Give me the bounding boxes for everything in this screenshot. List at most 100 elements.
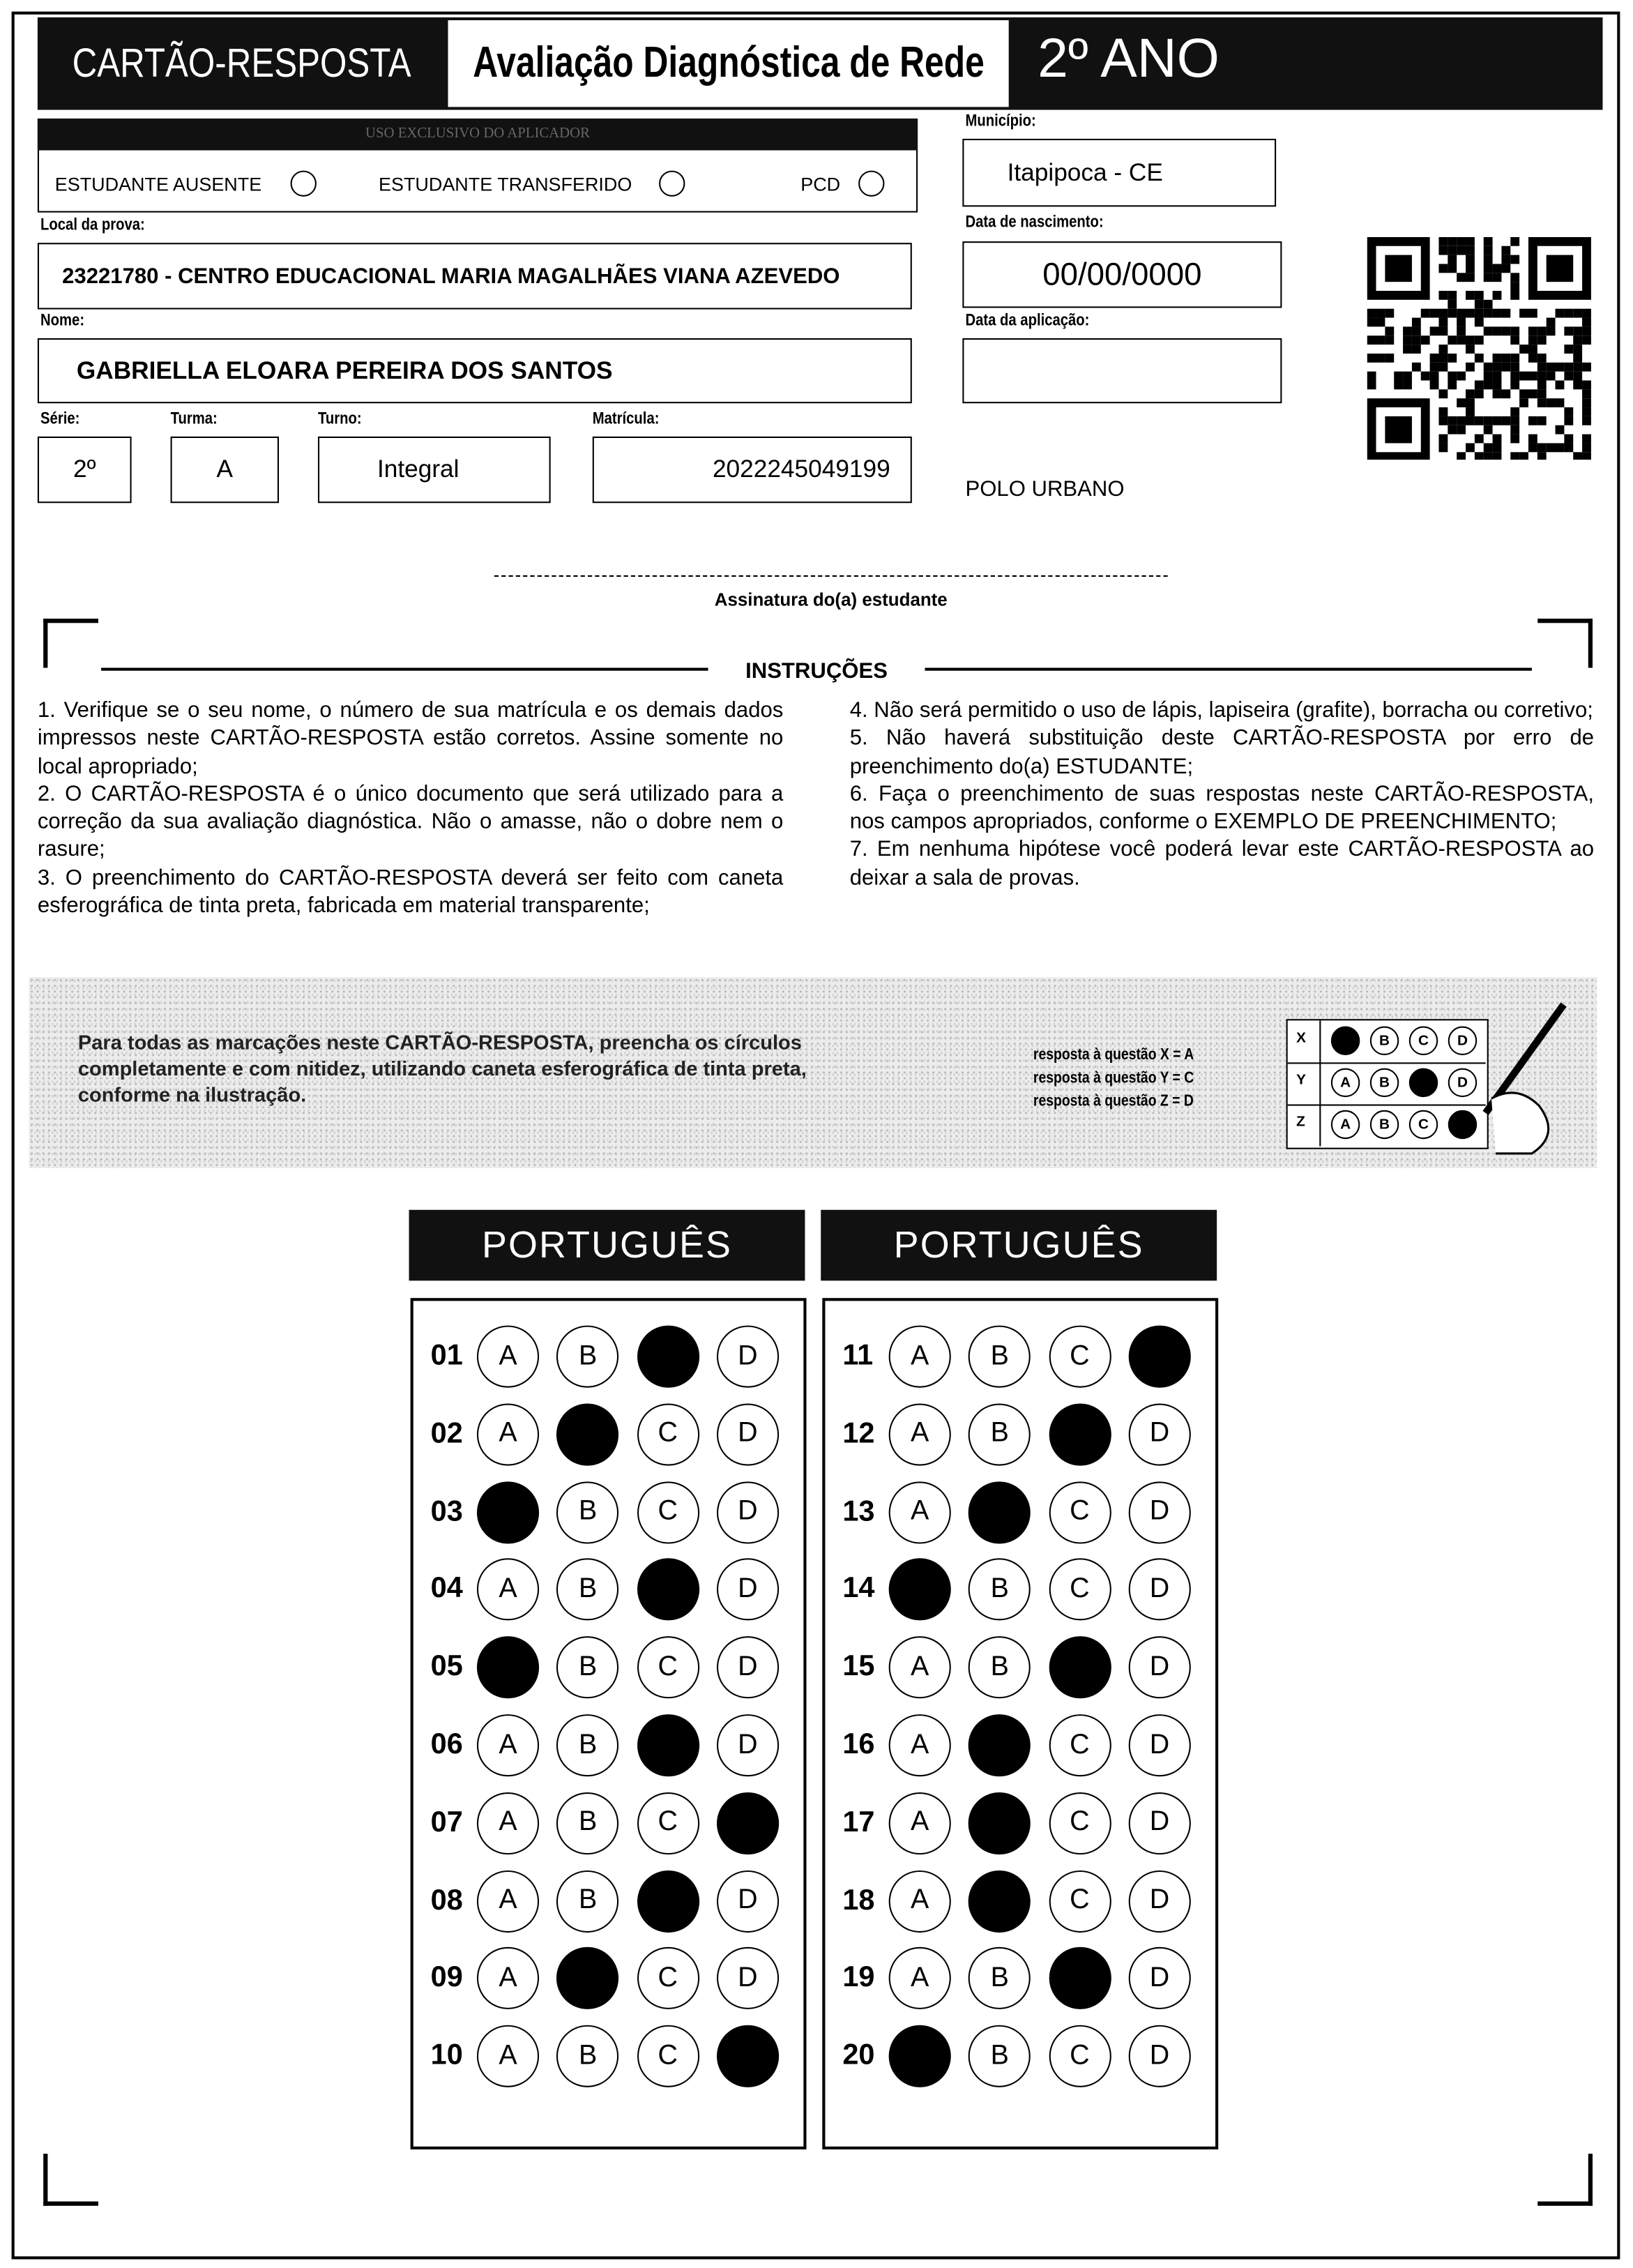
qr-module <box>1483 308 1493 318</box>
qr-module <box>1510 353 1520 363</box>
qr-module <box>1510 273 1520 282</box>
option-letter: B <box>990 1651 1009 1682</box>
qr-module <box>1573 452 1583 460</box>
qr-module <box>1457 425 1466 434</box>
qr-module <box>1528 335 1537 345</box>
qr-module <box>1474 317 1484 327</box>
qr-module <box>1510 236 1520 246</box>
qr-module <box>1466 335 1475 345</box>
option-letter: C <box>658 1496 678 1527</box>
bubble: A <box>476 1559 540 1621</box>
qr-module <box>1457 452 1466 460</box>
qr-module <box>1582 407 1591 416</box>
applicator-options: ESTUDANTE AUSENTE ESTUDANTE TRANSFERIDO PC… <box>38 165 918 205</box>
bubble: B <box>556 1559 619 1621</box>
qr-module <box>1438 326 1448 336</box>
qr-module <box>1429 371 1439 381</box>
option-letter: D <box>1149 1573 1170 1605</box>
qr-module <box>1403 380 1412 390</box>
field-box: Itapipoca - CE <box>962 138 1277 207</box>
qr-module <box>1582 398 1591 408</box>
bubble: A <box>476 1870 540 1933</box>
option-letter: C <box>658 1963 678 1993</box>
qr-module <box>1385 416 1412 444</box>
bubble: C <box>637 1792 699 1854</box>
qr-module <box>1483 326 1493 336</box>
bubble: C <box>637 1947 699 2010</box>
qr-module <box>1448 425 1457 434</box>
corner-mark <box>43 2154 98 2206</box>
option-letter: B <box>578 1807 598 1838</box>
qr-module <box>1519 371 1528 381</box>
question-number: 17 <box>842 1806 875 1838</box>
qr-module <box>1564 434 1574 444</box>
option-letter: C <box>658 2040 678 2071</box>
qr-module <box>1492 308 1502 318</box>
qr-module <box>1555 425 1565 434</box>
qr-module <box>1448 291 1457 300</box>
bubble: A <box>476 1325 540 1388</box>
bubble: A <box>476 1947 540 2010</box>
qr-module <box>1519 345 1528 354</box>
qr-module <box>1466 236 1475 246</box>
qr-module <box>1483 416 1493 425</box>
bubble: C <box>1048 1559 1111 1621</box>
qr-module <box>1411 317 1421 327</box>
bubble-filled <box>1048 1403 1111 1466</box>
option-letter: B <box>578 1729 598 1760</box>
field-value: Itapipoca - CE <box>1007 158 1163 186</box>
bubble: D <box>716 1481 779 1543</box>
qr-module <box>1420 371 1430 381</box>
bubble: D <box>1128 1403 1191 1466</box>
grid-rule <box>1319 1104 1321 1147</box>
example-bubble: C <box>1408 1026 1438 1055</box>
bubble-filled <box>888 1559 951 1621</box>
bubble: B <box>556 1481 619 1543</box>
corner-mark <box>1537 2154 1593 2206</box>
qr-module <box>1448 353 1457 363</box>
qr-module <box>1420 335 1430 345</box>
qr-module <box>1492 371 1502 381</box>
qr-module <box>1528 443 1537 453</box>
qr-module <box>1483 273 1493 282</box>
option-letter: D <box>738 1418 758 1449</box>
bubble: B <box>556 1870 619 1933</box>
instruction: 1. Verifique se o seu nome, o número de … <box>37 698 784 779</box>
qr-module <box>1483 371 1493 381</box>
qr-module <box>1528 416 1537 425</box>
qr-module <box>1466 273 1475 282</box>
option-letter: D <box>1457 1074 1468 1091</box>
option-letter: A <box>1340 1074 1351 1091</box>
qr-module <box>1510 416 1520 425</box>
qr-module <box>1438 308 1448 318</box>
qr-module <box>1448 245 1457 255</box>
qr-module <box>1537 353 1547 363</box>
qr-module <box>1564 416 1574 425</box>
bubble: C <box>637 1403 699 1466</box>
option-letter: D <box>738 1340 758 1371</box>
qr-module <box>1474 434 1484 444</box>
qr-module <box>1403 345 1412 354</box>
qr-module <box>1448 236 1457 246</box>
legend-line: resposta à questão X = A <box>1033 1046 1194 1064</box>
applicator-option: ESTUDANTE AUSENTE <box>54 173 262 195</box>
qr-module <box>1448 371 1457 381</box>
bubble: D <box>716 1714 779 1777</box>
qr-module <box>1466 398 1475 408</box>
question-number: 05 <box>430 1651 463 1683</box>
bubble: A <box>888 1714 951 1777</box>
option-letter: A <box>911 1651 929 1682</box>
option-letter: C <box>1070 1807 1090 1838</box>
option-circle <box>858 170 885 197</box>
qr-module <box>1537 452 1547 460</box>
qr-module <box>1492 362 1502 372</box>
field-box: GABRIELLA ELOARA PEREIRA DOS SANTOS <box>37 338 912 404</box>
option-letter: A <box>911 1884 929 1916</box>
qr-module <box>1429 380 1439 390</box>
qr-module <box>1367 371 1376 381</box>
qr-module <box>1519 398 1528 408</box>
field-label: Data da aplicação: <box>965 312 1090 330</box>
qr-module <box>1492 380 1502 390</box>
